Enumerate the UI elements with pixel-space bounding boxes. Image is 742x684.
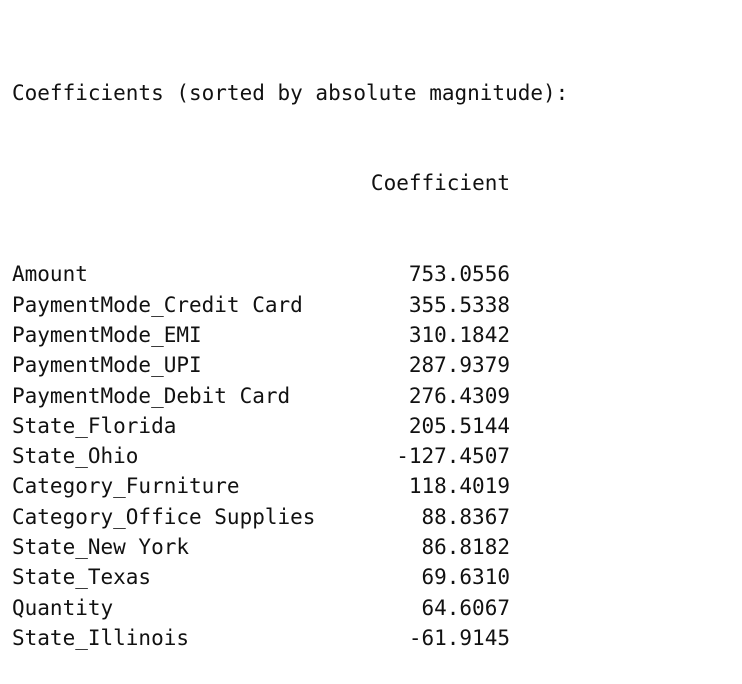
table-row: PaymentMode_Credit Card 355.5338 [12, 290, 568, 320]
table-row: PaymentMode_EMI 310.1842 [12, 320, 568, 350]
table-row: State_Ohio -127.4507 [12, 441, 568, 471]
row-label: State_Ohio [12, 444, 139, 469]
row-label: State_Texas [12, 565, 152, 590]
table-row: State_Illinois -61.9145 [12, 623, 568, 653]
row-label: Category_Office Supplies [12, 504, 316, 529]
table-row: PaymentMode_Debit Card 276.4309 [12, 381, 568, 411]
console-output: Coefficients (sorted by absolute magnitu… [12, 17, 568, 684]
row-label: State_New York [12, 535, 190, 560]
table-row: State_Florida 205.5144 [12, 411, 568, 441]
table-row: PaymentMode_UPI 287.9379 [12, 350, 568, 380]
row-label: State_Illinois [12, 625, 190, 650]
row-label: Amount [12, 262, 88, 287]
row-label: PaymentMode_UPI [12, 353, 202, 378]
row-value: 205.5144 [408, 413, 510, 438]
table-row: State_New York 86.8182 [12, 532, 568, 562]
row-value: 310.1842 [408, 322, 510, 347]
row-label: Category_Furniture [12, 474, 240, 499]
row-label: PaymentMode_EMI [12, 322, 202, 347]
row-label: State_Florida [12, 413, 177, 438]
row-value: 287.9379 [408, 353, 510, 378]
table-row: Category_Office Supplies 88.8367 [12, 502, 568, 532]
table-row: Category_Furniture 118.4019 [12, 471, 568, 501]
row-value: 64.6067 [421, 595, 510, 620]
row-label: PaymentMode_Debit Card [12, 383, 291, 408]
table-row: State_Texas 69.6310 [12, 562, 568, 592]
row-value: 88.8367 [421, 504, 510, 529]
row-label: Quantity [12, 595, 114, 620]
coefficient-column-header: Coefficient [370, 171, 510, 196]
row-value: 753.0556 [408, 262, 510, 287]
table-row: Quantity 64.6067 [12, 593, 568, 623]
coefficient-table-body: Amount 753.0556 PaymentMode_Credit Card 355… [12, 259, 568, 653]
table-row: Amount 753.0556 [12, 259, 568, 289]
row-value: -61.9145 [408, 625, 510, 650]
row-value: 118.4019 [408, 474, 510, 499]
row-value: 355.5338 [408, 292, 510, 317]
row-value: -127.4507 [396, 444, 510, 469]
row-value: 86.8182 [421, 535, 510, 560]
output-title: Coefficients (sorted by absolute magnitu… [12, 80, 569, 105]
row-value: 69.6310 [421, 565, 510, 590]
row-value: 276.4309 [408, 383, 510, 408]
table-header: Coefficient [12, 168, 568, 198]
row-label: PaymentMode_Credit Card [12, 292, 303, 317]
